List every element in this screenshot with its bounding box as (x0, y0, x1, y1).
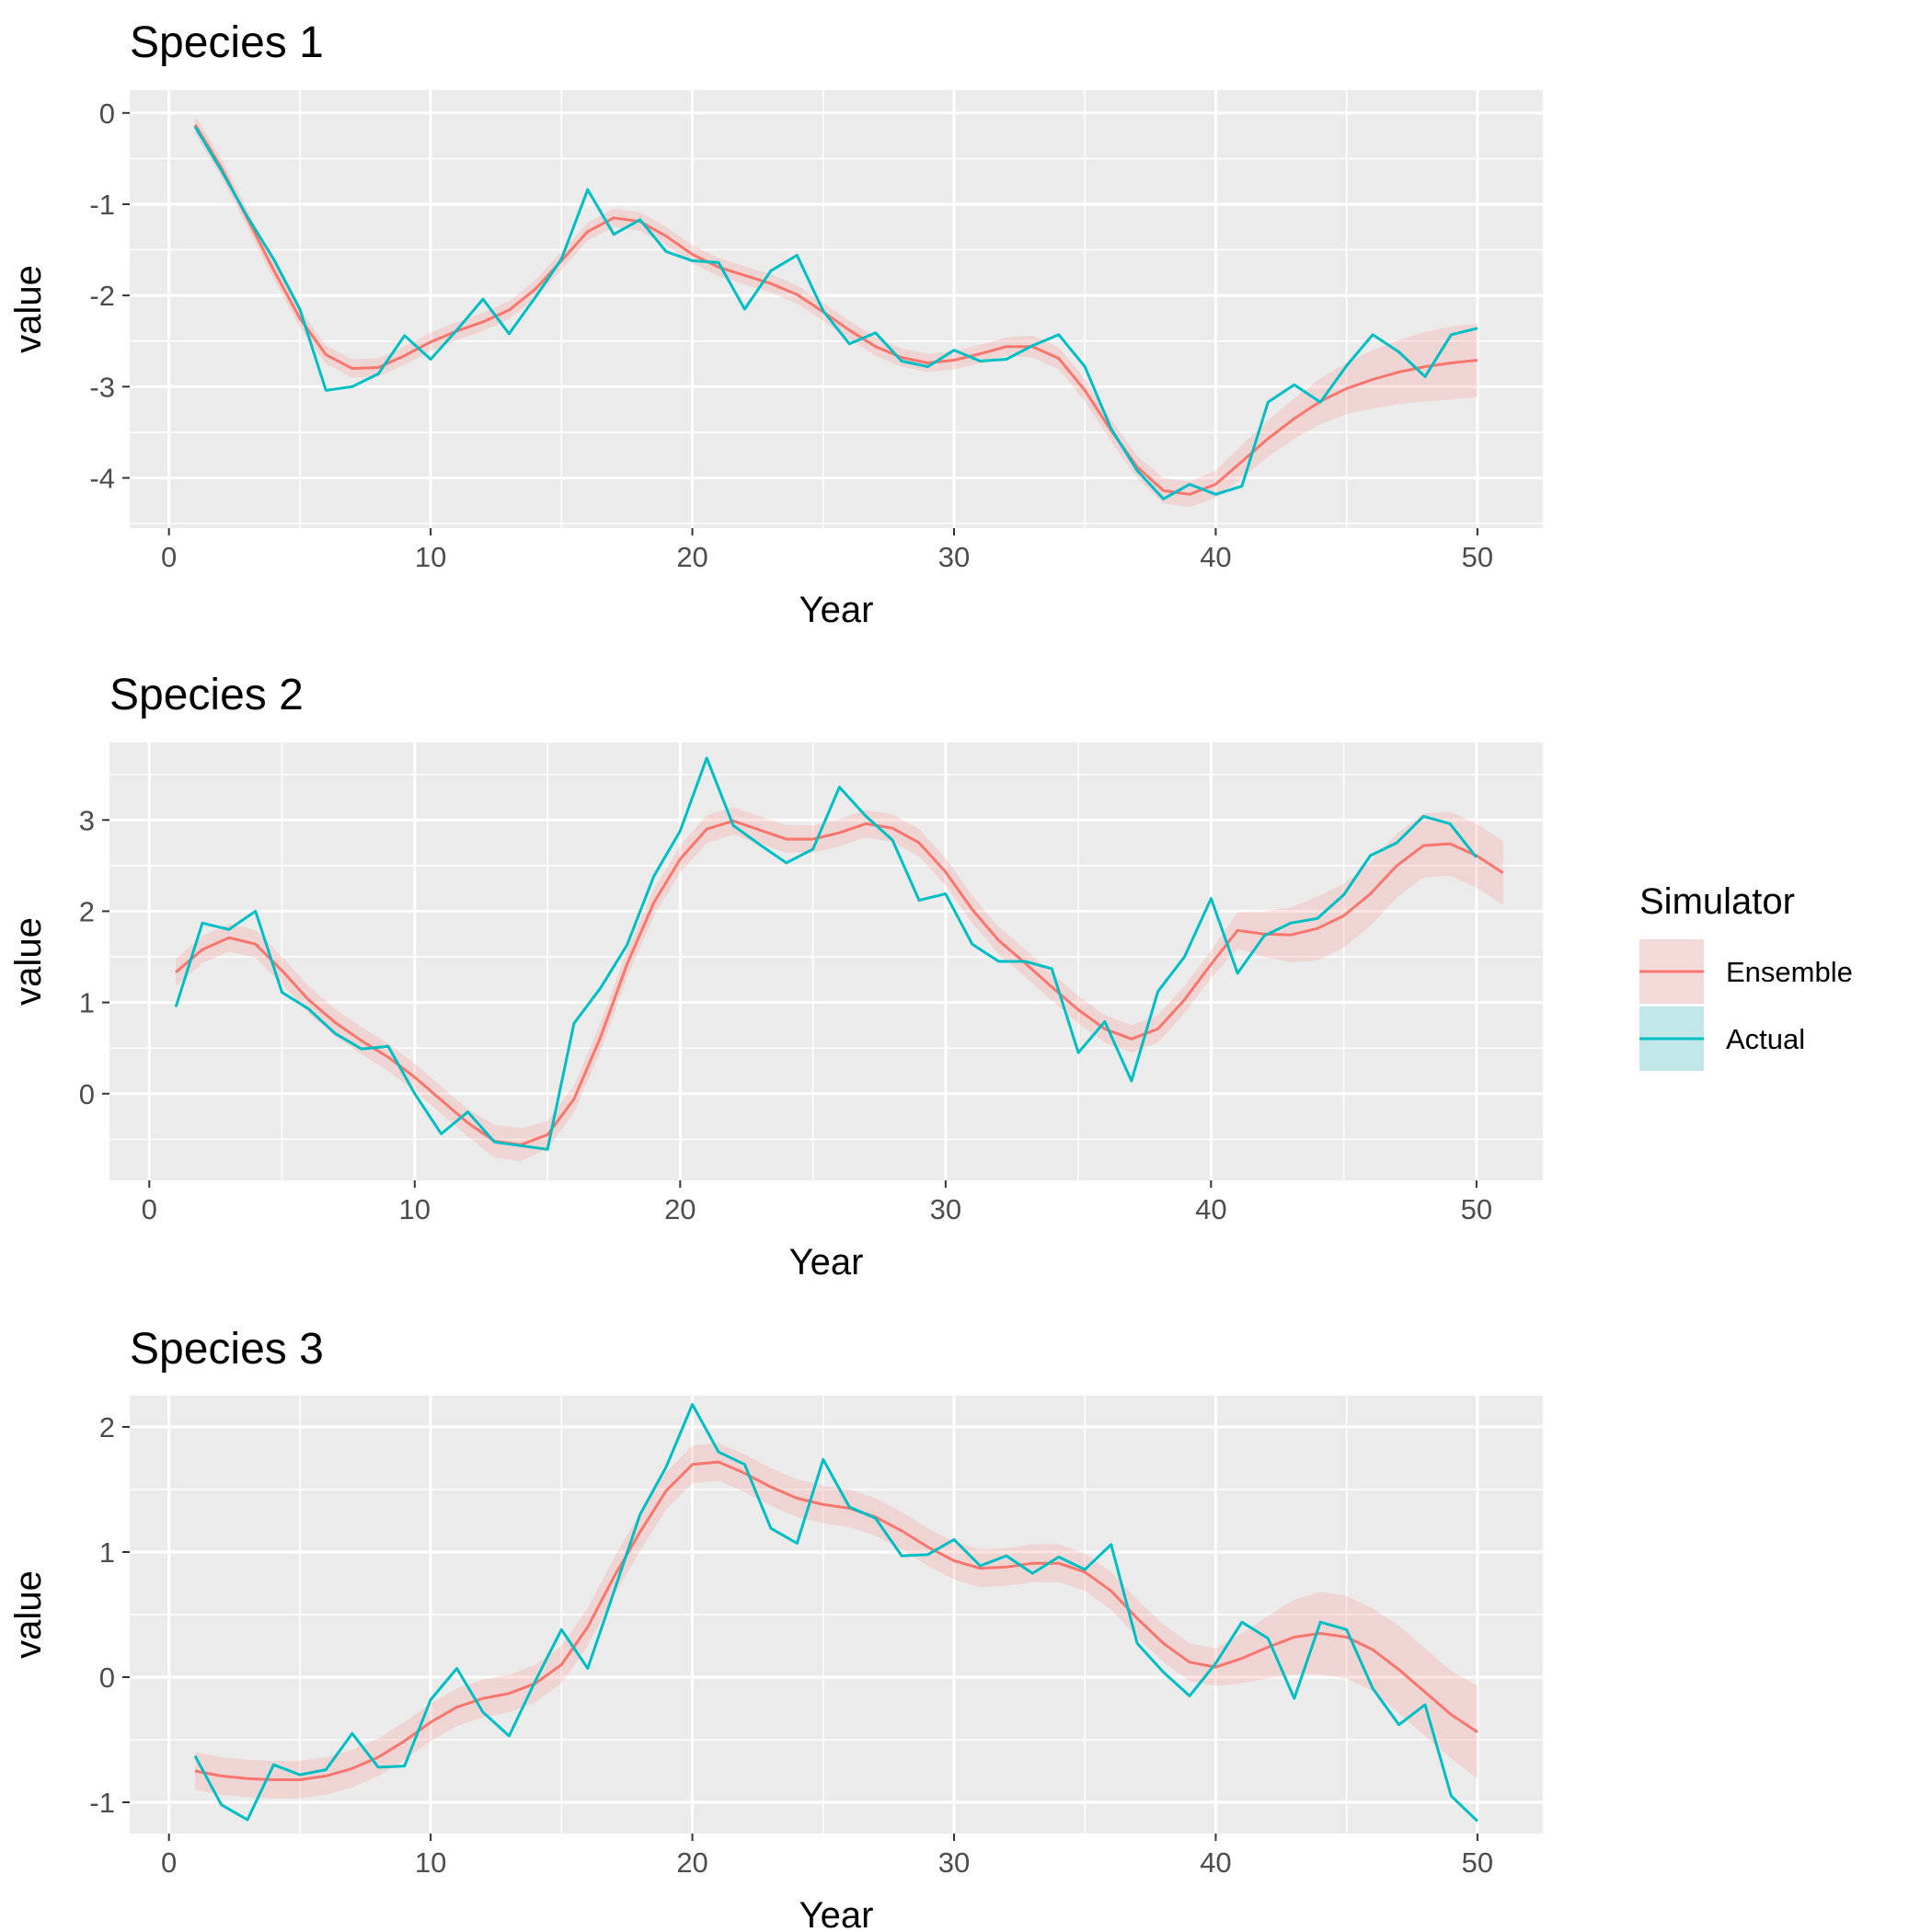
panel-species-2: 0 10 20 30 40 50 0 1 2 3 Species 2 Year value (8, 671, 1543, 1282)
y-tick-label: 1 (99, 1536, 115, 1569)
legend-label-ensemble: Ensemble (1726, 956, 1853, 988)
x-axis-label: Year (799, 590, 874, 630)
y-tick-label: -1 (89, 1787, 115, 1819)
x-tick-label: 0 (161, 1846, 177, 1879)
y-tick-label: 2 (79, 895, 95, 927)
y-tick-label: -3 (89, 371, 115, 403)
y-tick-label: 3 (79, 804, 95, 836)
plot-background (109, 742, 1543, 1180)
y-tick-label: -4 (89, 462, 115, 494)
x-tick-label: 30 (938, 541, 970, 573)
x-tick-label: 50 (1462, 541, 1493, 573)
x-tick-label: 0 (161, 541, 177, 573)
x-axis-label: Year (799, 1895, 874, 1932)
x-tick-label: 20 (664, 1193, 696, 1225)
panel-title: Species 1 (130, 18, 324, 67)
y-tick-label: -1 (89, 189, 115, 221)
legend: Simulator Ensemble Actual (1639, 881, 1853, 1071)
x-axis-label: Year (789, 1242, 864, 1282)
y-tick-label: 0 (99, 98, 115, 130)
y-tick-label: 1 (79, 987, 95, 1019)
panel-title: Species 3 (130, 1325, 324, 1374)
y-tick-label: -2 (89, 280, 115, 312)
x-tick-label: 50 (1462, 1846, 1493, 1879)
y-axis-label: value (8, 917, 49, 1006)
y-tick-label: 0 (79, 1078, 95, 1110)
x-tick-label: 20 (676, 1846, 707, 1879)
x-tick-label: 10 (415, 1846, 446, 1879)
legend-item-actual: Actual (1639, 1006, 1805, 1071)
x-tick-label: 30 (938, 1846, 970, 1879)
actual-line (174, 756, 1478, 1151)
x-tick-label: 0 (142, 1193, 157, 1225)
actual-line (193, 1403, 1478, 1823)
panel-species-1: 0 10 20 30 40 50 0 -1 -2 -3 -4 Species 1 Year value (8, 18, 1543, 630)
y-tick-label: 0 (99, 1662, 115, 1694)
x-tick-label: 40 (1195, 1193, 1226, 1225)
x-tick-label: 40 (1200, 1846, 1231, 1879)
x-tick-label: 40 (1200, 541, 1231, 573)
panel-title: Species 2 (109, 671, 304, 719)
y-tick-label: 2 (99, 1411, 115, 1443)
x-tick-label: 50 (1461, 1193, 1492, 1225)
legend-title: Simulator (1639, 881, 1795, 922)
y-axis-label: value (8, 265, 49, 353)
legend-label-actual: Actual (1726, 1023, 1805, 1055)
x-tick-label: 10 (399, 1193, 431, 1225)
x-tick-label: 20 (676, 541, 707, 573)
ensemble-line (193, 123, 1478, 496)
actual-line (193, 125, 1478, 500)
legend-item-ensemble: Ensemble (1639, 939, 1853, 1004)
plot-background (130, 90, 1543, 528)
ensemble-ribbon (195, 1443, 1478, 1799)
x-tick-label: 30 (930, 1193, 961, 1225)
x-tick-label: 10 (415, 541, 446, 573)
ensemble-line (194, 1460, 1478, 1781)
y-axis-label: value (8, 1570, 49, 1659)
